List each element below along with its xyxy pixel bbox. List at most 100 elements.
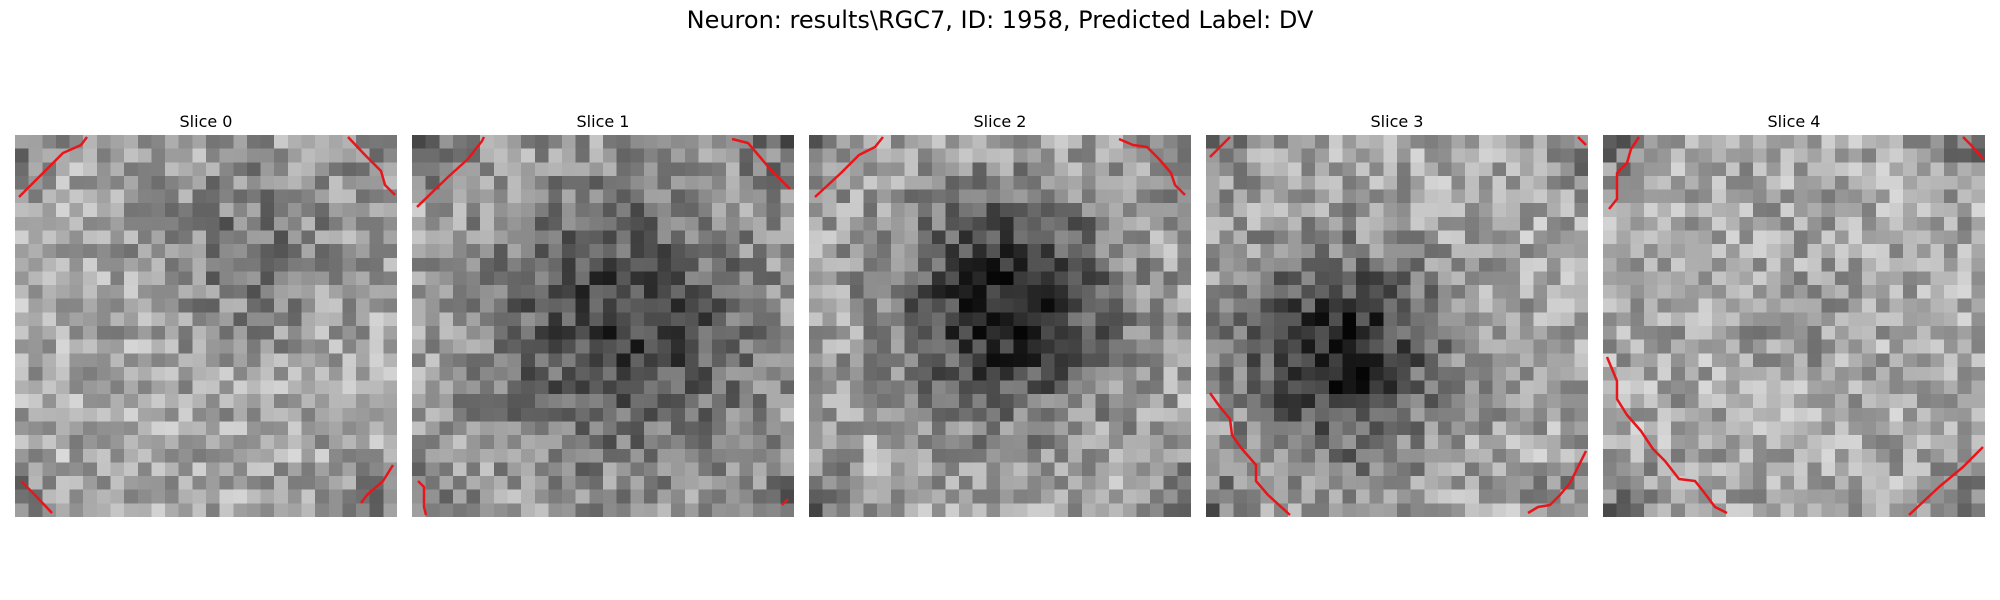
image-pixel — [1684, 175, 1700, 191]
image-pixel — [1109, 407, 1124, 423]
image-pixel — [657, 366, 672, 382]
image-pixel — [110, 135, 125, 150]
image-pixel — [1944, 312, 1959, 327]
image-pixel — [809, 203, 824, 218]
image-pixel — [1437, 407, 1453, 423]
image-pixel — [493, 462, 509, 477]
image-pixel — [124, 489, 139, 504]
image-pixel — [603, 230, 618, 245]
image-pixel — [809, 298, 824, 313]
image-pixel — [233, 203, 248, 218]
image-pixel — [110, 462, 125, 477]
image-pixel — [1068, 148, 1083, 163]
image-pixel — [1274, 271, 1289, 286]
image-pixel — [589, 339, 604, 354]
image-pixel — [1684, 407, 1700, 423]
image-pixel — [753, 285, 768, 300]
image-pixel — [206, 394, 221, 409]
image-pixel — [1684, 503, 1700, 517]
image-pixel — [1437, 203, 1453, 218]
image-pixel — [480, 421, 495, 436]
image-pixel — [1930, 175, 1945, 191]
image-pixel — [452, 503, 468, 517]
image-pixel — [274, 394, 289, 409]
image-pixel — [1630, 175, 1645, 191]
image-pixel — [287, 353, 303, 368]
image-pixel — [1684, 298, 1700, 313]
image-pixel — [780, 175, 794, 191]
image-pixel — [1862, 380, 1877, 395]
image-pixel — [1410, 503, 1425, 517]
image-pixel — [945, 135, 960, 150]
image-pixel — [369, 476, 384, 491]
image-pixel — [849, 407, 865, 423]
image-pixel — [178, 353, 193, 368]
image-pixel — [69, 271, 84, 286]
image-pixel — [1150, 326, 1165, 341]
image-pixel — [69, 476, 84, 491]
image-pixel — [1780, 230, 1795, 245]
image-pixel — [836, 135, 851, 150]
image-pixel — [1643, 244, 1659, 259]
image-pixel — [1081, 148, 1097, 163]
image-pixel — [1574, 189, 1588, 204]
image-pixel — [15, 421, 30, 436]
image-pixel — [493, 203, 509, 218]
image-pixel — [1834, 503, 1850, 517]
image-pixel — [1027, 448, 1042, 464]
image-pixel — [1766, 503, 1781, 517]
image-pixel — [890, 503, 906, 517]
image-pixel — [110, 503, 125, 517]
image-pixel — [1054, 203, 1069, 218]
image-pixel — [849, 298, 865, 313]
image-pixel — [1821, 421, 1836, 436]
image-pixel — [1122, 285, 1138, 300]
image-pixel — [192, 216, 207, 232]
image-pixel — [739, 421, 754, 436]
image-pixel — [1616, 230, 1631, 245]
image-pixel — [739, 175, 754, 191]
image-pixel — [412, 326, 427, 341]
image-pixel — [1424, 175, 1439, 191]
image-pixel — [534, 271, 550, 286]
image-pixel — [137, 189, 153, 204]
image-pixel — [671, 366, 686, 382]
image-pixel — [1643, 421, 1659, 436]
image-pixel — [1301, 148, 1316, 163]
image-pixel — [630, 503, 645, 517]
image-pixel — [493, 312, 509, 327]
image-pixel — [1027, 271, 1042, 286]
image-pixel — [849, 285, 865, 300]
image-pixel — [1136, 435, 1151, 450]
image-pixel — [369, 230, 384, 245]
image-pixel — [315, 380, 330, 395]
image-pixel — [945, 244, 960, 259]
image-pixel — [1971, 339, 1985, 354]
image-pixel — [42, 162, 57, 177]
image-pixel — [342, 380, 357, 395]
image-pixel — [42, 366, 57, 382]
image-pixel — [1712, 435, 1727, 450]
image-pixel — [274, 148, 289, 163]
image-pixel — [1287, 230, 1303, 245]
image-pixel — [1916, 312, 1932, 327]
image-pixel — [480, 476, 495, 491]
image-pixel — [1410, 216, 1425, 232]
image-pixel — [383, 312, 397, 327]
image-pixel — [42, 476, 57, 491]
image-pixel — [96, 298, 112, 313]
image-pixel — [822, 257, 837, 273]
image-pixel — [1780, 148, 1795, 163]
image-pixel — [1054, 339, 1069, 354]
image-pixel — [863, 476, 878, 491]
image-pixel — [725, 230, 741, 245]
image-pixel — [287, 339, 303, 354]
image-pixel — [328, 175, 344, 191]
image-pixel — [1109, 312, 1124, 327]
image-pixel — [425, 285, 440, 300]
image-pixel — [287, 366, 303, 382]
image-pixel — [1150, 476, 1165, 491]
image-pixel — [1315, 489, 1330, 504]
image-pixel — [1177, 244, 1191, 259]
image-pixel — [192, 203, 207, 218]
